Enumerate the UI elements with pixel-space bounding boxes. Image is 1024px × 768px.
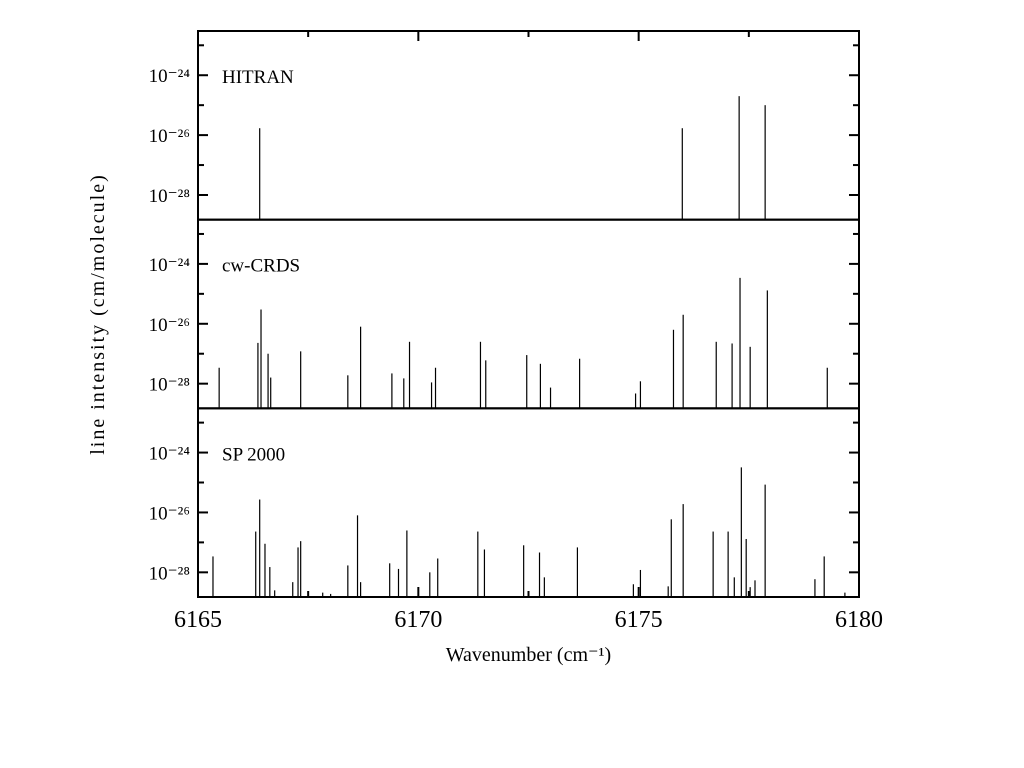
y-tick-label: 10⁻²⁶ <box>149 315 190 336</box>
y-tick-label: 10⁻²⁸ <box>149 375 190 396</box>
panel-label: cw-CRDS <box>222 256 300 277</box>
panel-label: SP 2000 <box>222 444 285 465</box>
y-axis-label: line intensity (cm/molecule) <box>87 173 109 455</box>
panel-frame <box>197 407 860 599</box>
panel-frame <box>197 218 860 410</box>
x-tick-label: 6165 <box>174 607 222 633</box>
y-tick-label: 10⁻²⁶ <box>149 503 190 524</box>
y-tick-label: 10⁻²⁶ <box>149 126 190 147</box>
panel-frame <box>197 30 860 221</box>
x-tick-label: 6180 <box>835 607 883 633</box>
y-tick-label: 10⁻²⁸ <box>149 186 190 207</box>
y-tick-label: 10⁻²⁴ <box>149 444 191 465</box>
y-tick-label: 10⁻²⁴ <box>149 66 191 87</box>
x-tick-label: 6175 <box>615 607 663 633</box>
x-axis-label: Wavenumber (cm⁻¹) <box>446 644 611 666</box>
y-tick-label: 10⁻²⁴ <box>149 255 191 276</box>
panel-label: HITRAN <box>222 67 294 88</box>
y-tick-label: 10⁻²⁸ <box>149 563 190 584</box>
x-tick-label: 6170 <box>394 607 442 633</box>
